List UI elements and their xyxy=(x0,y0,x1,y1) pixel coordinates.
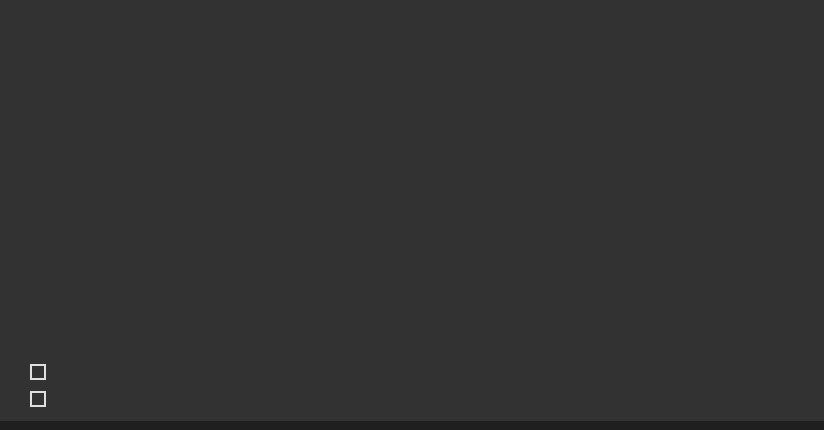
legend-swatch-atlag xyxy=(30,391,46,407)
legend-swatch-legtobb xyxy=(30,364,46,380)
footer-strip xyxy=(0,421,824,430)
